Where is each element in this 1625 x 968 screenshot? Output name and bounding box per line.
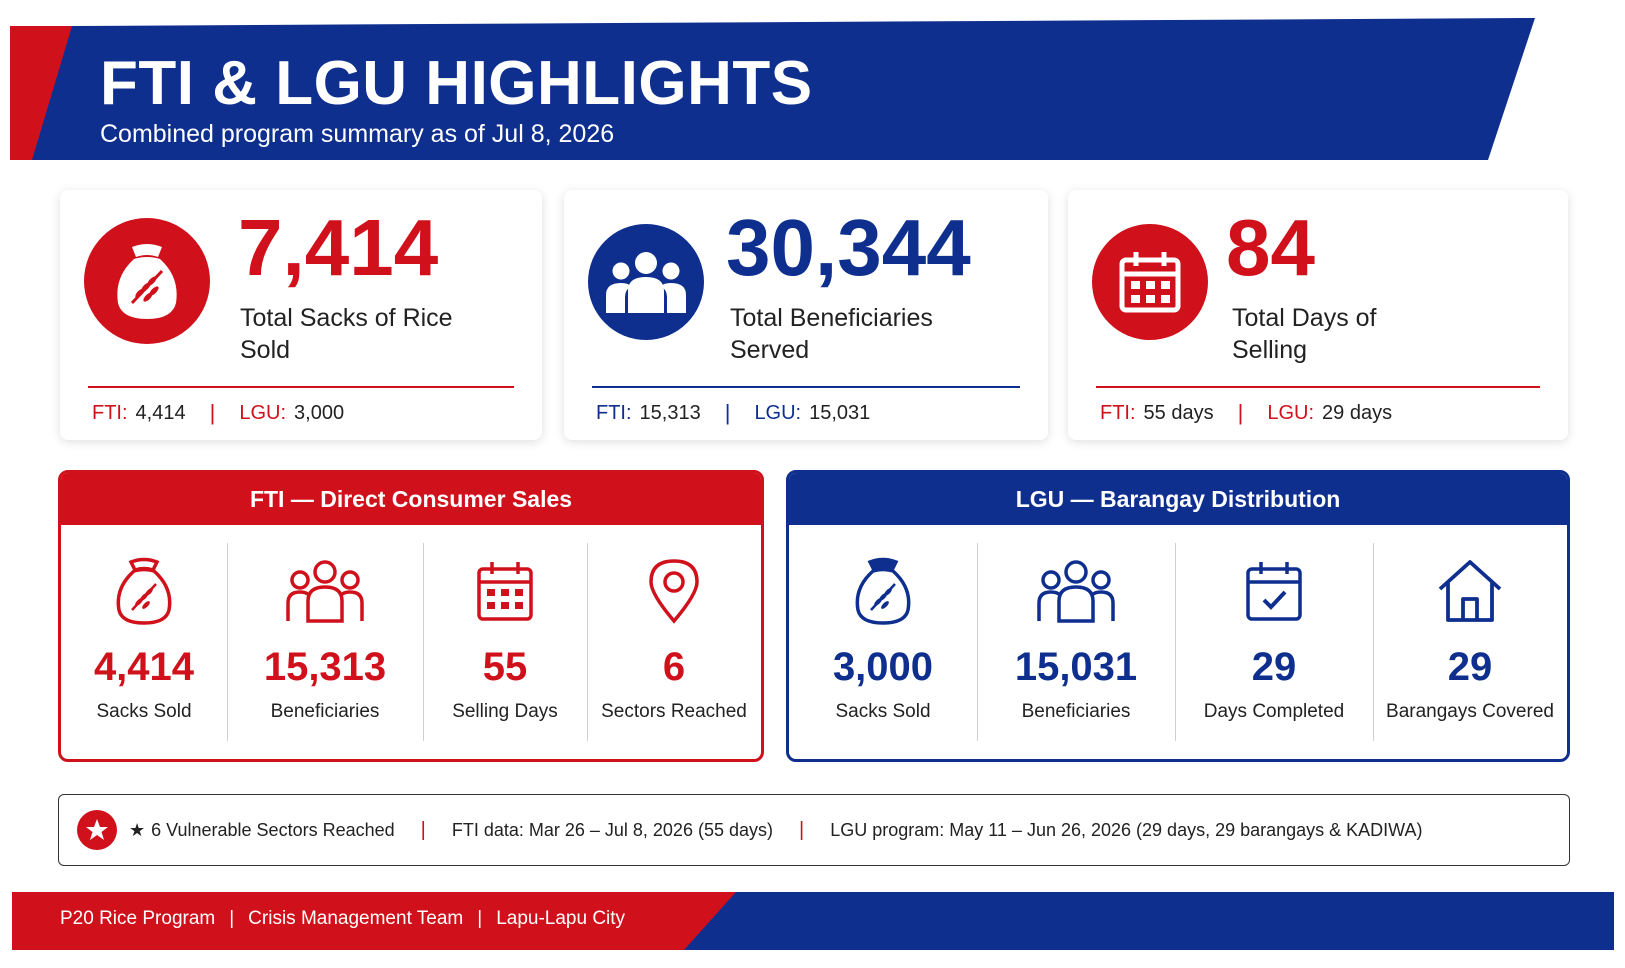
note-sectors: 6 Vulnerable Sectors Reached	[151, 819, 395, 840]
metric-sacks: 3,000 Sacks Sold	[789, 525, 977, 759]
footer-team: Crisis Management Team	[248, 908, 464, 929]
header-background	[10, 18, 1535, 160]
panel-title: LGU — Barangay Distribution	[789, 473, 1567, 525]
footer-banner: P20 Rice Program | Crisis Management Tea…	[12, 892, 1614, 950]
metric-label: Barangays Covered	[1386, 701, 1554, 722]
metric-label: Sacks Sold	[835, 701, 931, 722]
lgu-key: LGU:	[1267, 401, 1315, 424]
metric-sacks: 4,414 Sacks Sold	[61, 525, 227, 759]
separator: |	[229, 908, 235, 929]
stat-breakdown: FTI: 4,414 | LGU: 3,000	[92, 400, 344, 426]
notes-bar: ★ 6 Vulnerable Sectors Reached | FTI dat…	[58, 794, 1570, 866]
people-icon	[285, 551, 365, 631]
metric-label: Beneficiaries	[270, 701, 380, 722]
star-glyph: ★	[129, 819, 146, 840]
metric-value: 29	[1447, 645, 1493, 689]
rice-sack-icon	[84, 218, 210, 344]
page-subtitle: Combined program summary as of Jul 8, 20…	[100, 120, 615, 148]
footer-text: P20 Rice Program | Crisis Management Tea…	[60, 908, 625, 930]
stat-label: Total Beneficiaries Served	[730, 304, 933, 364]
stat-value: 84	[1226, 203, 1315, 292]
metric-value: 29	[1251, 645, 1297, 689]
lgu-value: 29 days	[1322, 401, 1393, 424]
metric-barangays: 29 Barangays Covered	[1373, 525, 1567, 759]
metric-sectors: 6 Sectors Reached	[587, 525, 761, 759]
lgu-key: LGU:	[239, 401, 287, 424]
panel-title: FTI — Direct Consumer Sales	[61, 473, 761, 525]
footer-background	[12, 892, 1614, 950]
stat-value: 30,344	[726, 203, 971, 292]
lgu-panel: LGU — Barangay Distribution 3,000 Sacks …	[786, 470, 1570, 762]
star-icon	[77, 810, 117, 850]
stat-breakdown: FTI: 15,313 | LGU: 15,031	[596, 400, 870, 426]
calendar-check-icon	[1234, 551, 1314, 631]
note-lgu-program: LGU program: May 11 – Jun 26, 2026 (29 d…	[830, 819, 1423, 840]
metric-value: 15,313	[263, 645, 387, 689]
people-icon	[588, 224, 704, 340]
stat-label: Total Days of Selling	[1232, 304, 1377, 364]
metric-value: 4,414	[93, 645, 195, 689]
metric-beneficiaries: 15,313 Beneficiaries	[227, 525, 423, 759]
metric-value: 15,031	[1014, 645, 1138, 689]
location-pin-icon	[634, 551, 714, 631]
note-fti-data: FTI data: Mar 26 – Jul 8, 2026 (55 days)	[451, 819, 773, 840]
footer-city: Lapu-Lapu City	[496, 908, 626, 929]
header-banner: FTI & LGU HIGHLIGHTS Combined program su…	[10, 18, 1600, 168]
calendar-icon	[1092, 224, 1208, 340]
metric-label: Sacks Sold	[96, 701, 192, 722]
footer-program: P20 Rice Program	[60, 908, 216, 929]
fti-panel: FTI — Direct Consumer Sales 4,414 Sacks …	[58, 470, 764, 762]
lgu-value: 15,031	[809, 401, 871, 424]
stat-card-beneficiaries: 30,344 Total Beneficiaries Served FTI: 1…	[564, 190, 1048, 440]
metric-value: 6	[662, 645, 686, 689]
divider	[1096, 386, 1540, 388]
metric-selling-days: 55 Selling Days	[423, 525, 587, 759]
separator: |	[477, 908, 483, 929]
separator: |	[420, 818, 426, 841]
metric-label: Sectors Reached	[601, 701, 747, 722]
metric-beneficiaries: 15,031 Beneficiaries	[977, 525, 1175, 759]
calendar-icon	[465, 551, 545, 631]
stat-value: 7,414	[238, 203, 439, 292]
metric-value: 55	[482, 645, 528, 689]
rice-sack-icon	[843, 551, 923, 631]
lgu-value: 3,000	[294, 401, 345, 424]
divider	[592, 386, 1020, 388]
fti-key: FTI:	[92, 401, 128, 424]
metric-days-completed: 29 Days Completed	[1175, 525, 1373, 759]
people-icon	[1036, 551, 1116, 631]
lgu-key: LGU:	[754, 401, 802, 424]
stat-card-days: 84 Total Days of Selling FTI: 55 days | …	[1068, 190, 1568, 440]
house-icon	[1430, 551, 1510, 631]
divider	[88, 386, 514, 388]
rice-sack-icon	[104, 551, 184, 631]
separator: |	[799, 818, 805, 841]
stat-label: Total Sacks of Rice Sold	[240, 304, 453, 364]
page-title: FTI & LGU HIGHLIGHTS	[100, 49, 813, 118]
fti-value: 15,313	[639, 401, 701, 424]
separator: |	[1237, 400, 1244, 425]
separator: |	[209, 400, 216, 425]
metric-value: 3,000	[832, 645, 934, 689]
fti-value: 4,414	[135, 401, 186, 424]
metric-label: Days Completed	[1203, 701, 1345, 722]
metric-label: Beneficiaries	[1021, 701, 1131, 722]
fti-key: FTI:	[1100, 401, 1136, 424]
stat-card-sacks: 7,414 Total Sacks of Rice Sold FTI: 4,41…	[60, 190, 542, 440]
stat-breakdown: FTI: 55 days | LGU: 29 days	[1100, 400, 1392, 426]
fti-key: FTI:	[596, 401, 632, 424]
metric-label: Selling Days	[452, 701, 558, 722]
separator: |	[724, 400, 731, 425]
fti-value: 55 days	[1143, 401, 1214, 424]
